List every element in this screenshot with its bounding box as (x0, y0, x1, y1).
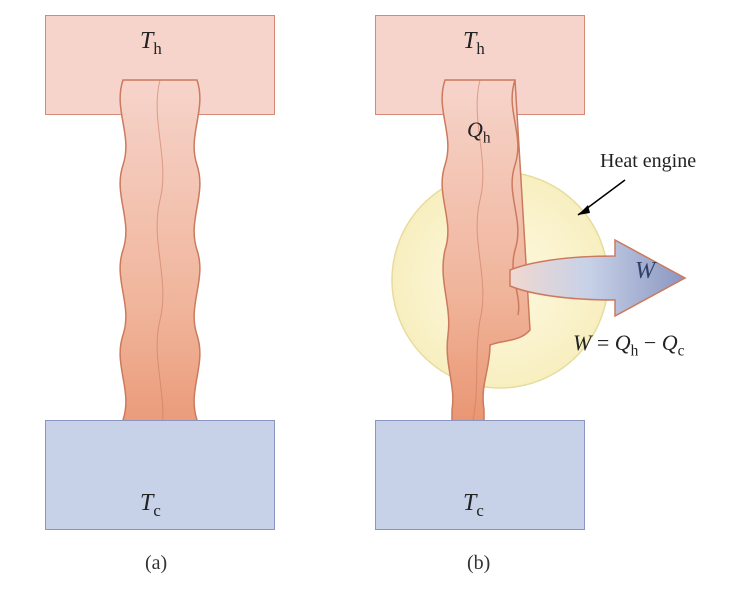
caption-a: (a) (145, 552, 167, 575)
hot-T-b: T (463, 28, 476, 54)
work-arrow (510, 248, 710, 338)
cold-T-a: T (140, 490, 153, 516)
cold-sub-a: c (153, 501, 160, 520)
heat-engine-leader (570, 175, 640, 225)
cold-label-a: Tc (140, 490, 161, 521)
caption-b: (b) (467, 552, 490, 575)
heat-engine-label: Heat engine (600, 150, 696, 173)
hot-sub-a: h (153, 39, 161, 58)
cold-sub-b: c (476, 501, 483, 520)
panel-a: Th Tc (a) (45, 0, 305, 593)
cold-T-b: T (463, 490, 476, 516)
hot-label-a: Th (140, 28, 162, 59)
hot-T-a: T (140, 28, 153, 54)
panel-b: Th W Heat engine Qh Qc Tc W = Qh (375, 0, 750, 593)
hot-sub-b: h (476, 39, 484, 58)
cold-label-b: Tc (463, 490, 484, 521)
q-hot-label: Qh (467, 117, 491, 147)
work-label: W (635, 258, 655, 285)
work-equation: W = Qh − Qc (573, 330, 685, 360)
hot-label-b: Th (463, 28, 485, 59)
